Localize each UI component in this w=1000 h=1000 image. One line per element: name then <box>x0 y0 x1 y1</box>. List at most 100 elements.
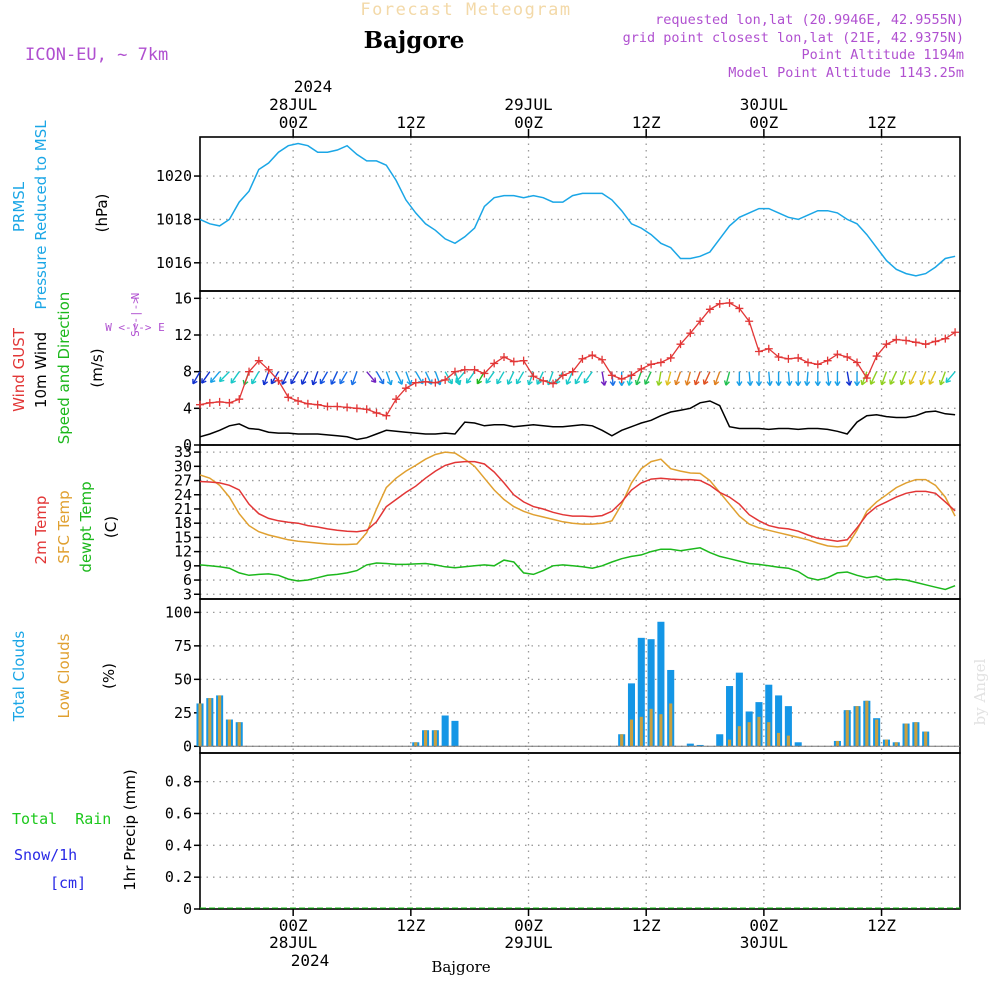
wind-direction-arrowhead <box>908 379 915 385</box>
wind-direction-arrow <box>516 371 525 385</box>
low-cloud-bar <box>777 732 781 747</box>
gust-marker <box>578 354 587 363</box>
gust-marker <box>500 353 508 361</box>
wind-direction-arrow <box>714 371 721 386</box>
gust-marker <box>882 340 891 349</box>
bottom-hour-label: 12Z <box>632 916 661 935</box>
wind-frame <box>199 290 961 446</box>
wind-direction-arrowhead <box>370 377 377 384</box>
wind-direction-arrowhead <box>565 379 572 385</box>
low-cloud-bar <box>904 723 908 747</box>
temp2m-line <box>199 460 956 542</box>
snow-unit-label: [cm] <box>50 874 86 892</box>
wind-direction-arrow <box>583 371 593 384</box>
gust-marker <box>617 375 626 383</box>
wind-direction-arrowhead <box>693 379 700 386</box>
wind-direction-arrowhead <box>350 379 357 386</box>
gust-marker <box>509 357 518 366</box>
gust-marker <box>441 375 450 384</box>
pressure-unit: (hPa) <box>93 194 111 233</box>
dewpt-line <box>199 547 956 591</box>
gust-marker <box>715 299 724 308</box>
temp-ytick-label: 9 <box>183 557 192 575</box>
wind-direction-arrow <box>928 371 937 385</box>
wind-direction-arrow <box>496 371 505 385</box>
total-cloud-bar <box>765 684 773 747</box>
gust-marker <box>333 402 342 411</box>
top-hour-label: 12Z <box>396 113 425 132</box>
wind-direction-arrow <box>375 371 385 385</box>
wind-direction-arrowhead <box>583 378 589 384</box>
wind-direction-arrow <box>230 371 240 384</box>
pressure-ytick-label: 1016 <box>156 254 192 272</box>
prmsl-label: PRMSL <box>10 181 28 232</box>
wind-direction-arrow <box>881 371 888 386</box>
low-cloud-bar <box>767 722 771 747</box>
low-cloud-bar <box>835 740 839 747</box>
low-cloud-bar <box>884 739 889 747</box>
wind-direction-arrowhead <box>665 380 672 386</box>
gust-marker <box>656 358 665 367</box>
wind-direction-arrowhead <box>406 379 413 386</box>
wind-direction-arrow <box>351 371 358 386</box>
bottom-hour-label: 00Z <box>749 916 778 935</box>
total-cloud-bar <box>441 715 449 747</box>
wind-direction-arrowhead <box>330 379 336 385</box>
wind-direction-arrowhead <box>889 379 895 385</box>
gust-marker <box>833 350 842 359</box>
wind-direction-arrow <box>201 371 211 384</box>
wind-direction-arrow <box>385 371 392 386</box>
gust-marker <box>892 335 901 344</box>
low-cloud-bar <box>433 730 437 747</box>
gust-marker <box>735 304 744 313</box>
wind-direction-arrow <box>301 371 309 385</box>
pressure-panel: 1016 1018 1020 <box>156 136 961 292</box>
gust-marker <box>294 397 303 405</box>
wind-gust-label: Wind GUST <box>10 327 28 412</box>
wind-direction-arrow <box>945 371 956 383</box>
gust-marker <box>931 337 940 346</box>
wind-direction-arrow <box>319 371 329 385</box>
wind-direction-arrowhead <box>643 379 650 385</box>
total-cloud-bar <box>647 639 655 747</box>
low-cloud-bar <box>757 716 761 747</box>
plot-area: 1016101810200481216369121518212427303302… <box>156 136 961 918</box>
gust-marker <box>284 393 293 402</box>
wind-direction-arrow <box>826 371 830 386</box>
wind-direction-arrow <box>666 371 672 386</box>
gust-marker <box>254 356 263 365</box>
low-cloud-bar <box>875 719 879 747</box>
snow-label: Snow/1h <box>14 846 77 864</box>
gust-marker <box>862 374 871 383</box>
gust-marker <box>274 376 283 385</box>
bottom-hour-label: 00Z <box>514 916 543 935</box>
wind-direction-arrowhead <box>702 379 709 385</box>
precip-ytick-label: 0.2 <box>165 868 192 886</box>
wind-direction-arrowhead <box>755 381 763 387</box>
wind-direction-arrowhead <box>262 379 269 386</box>
gust-marker <box>323 402 332 411</box>
temp-ytick-label: 21 <box>174 500 192 518</box>
wind-direction-arrowhead <box>270 378 277 385</box>
wind-direction-arrow <box>900 371 907 386</box>
gust-marker <box>392 395 401 404</box>
wind-direction-arrow <box>601 371 606 386</box>
gust-marker <box>784 354 793 363</box>
temp-ytick-label: 30 <box>174 457 192 475</box>
wind-direction-arrowhead <box>626 380 633 386</box>
gust-marker <box>343 403 352 412</box>
total-clouds-label: Total Clouds <box>10 631 28 723</box>
low-clouds-label: Low Clouds <box>55 633 73 718</box>
compass-ns: S<-|-> <box>129 297 142 337</box>
wind-ytick-label: 8 <box>183 363 192 381</box>
wind-panel: 0 4 8 12 16 <box>174 289 961 454</box>
wind-direction-arrowhead <box>869 379 876 385</box>
wind-direction-arrowhead <box>736 381 743 387</box>
wind-direction-arrow <box>806 371 809 386</box>
wind-direction-arrowhead <box>786 380 793 387</box>
wind-ytick-label: 0 <box>183 436 192 454</box>
wind-direction-arrow <box>675 371 682 386</box>
place-title: Bajgore <box>364 27 465 54</box>
bottom-year: 2024 <box>291 951 330 970</box>
gust-marker <box>450 367 459 376</box>
